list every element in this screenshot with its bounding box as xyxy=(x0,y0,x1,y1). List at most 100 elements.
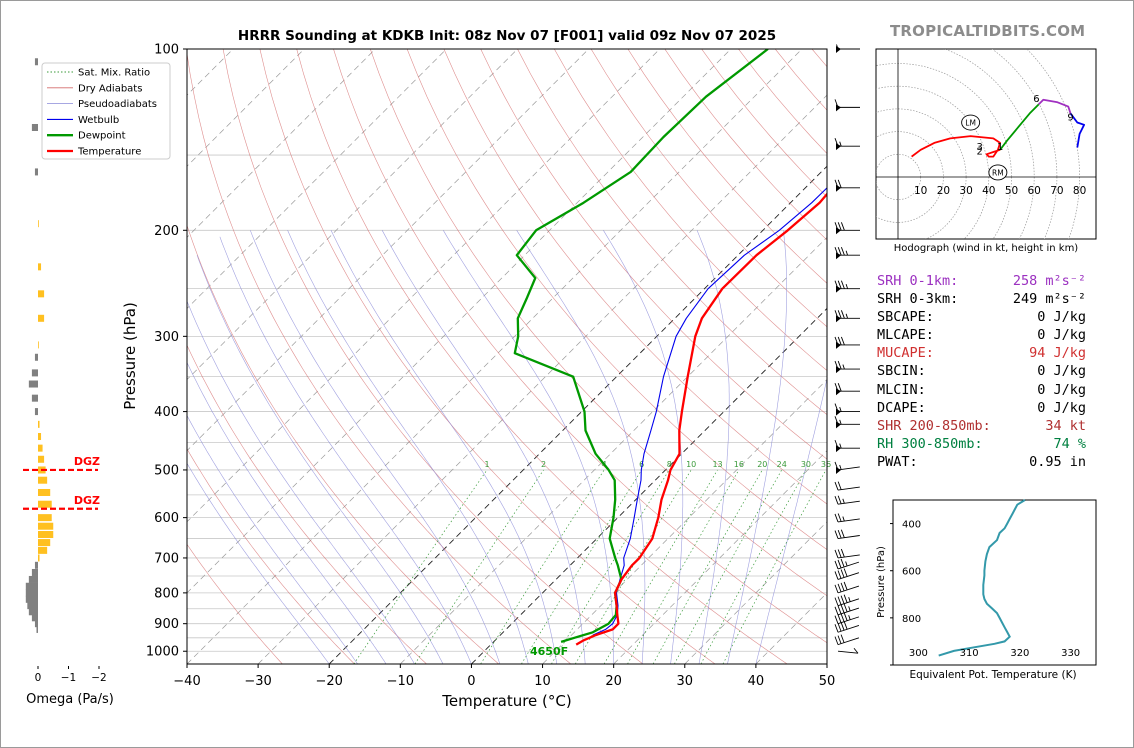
omega-bar xyxy=(38,433,42,441)
omega-bar xyxy=(31,369,38,377)
storm-motion-marker xyxy=(988,164,1008,181)
legend-entry: Pseudoadiabats xyxy=(78,99,157,110)
parameter-value: 0 J/kg xyxy=(1037,363,1086,380)
isotherm xyxy=(328,165,827,664)
barb-staff xyxy=(837,637,860,646)
wind-barb xyxy=(834,222,860,235)
barb-feather xyxy=(837,596,842,605)
mixing-ratio-line xyxy=(574,469,692,664)
dry-adiabat xyxy=(517,49,827,415)
parameter-row: SRH 0-1km: 258 m²s⁻² xyxy=(876,272,1096,290)
barb-flag xyxy=(836,104,841,112)
hodograph-ring-label: 40 xyxy=(982,185,995,197)
mixing-ratio-labels: 1 2 4 6 8 10 13 16 20 24 30 36 xyxy=(485,460,832,469)
barb-feather xyxy=(837,179,842,188)
barb-feather xyxy=(837,247,842,256)
omega-bar xyxy=(25,595,38,603)
mixing-ratio-label: 16 xyxy=(734,460,744,469)
wind-barb xyxy=(834,481,860,491)
barb-feather xyxy=(843,568,848,577)
y-tick-label: 800 xyxy=(154,586,179,601)
isotherm xyxy=(187,49,518,381)
mixing-ratio-label: 36 xyxy=(821,460,831,469)
isotherm xyxy=(257,94,827,664)
omega-bar xyxy=(38,546,48,554)
storm-motion-label: RM xyxy=(992,168,1004,177)
parameter-row: RH 300-850mb: 74 % xyxy=(876,435,1096,453)
barb-feather xyxy=(843,612,848,621)
temperature-line xyxy=(575,192,827,646)
parameter-table: SRH 0-1km: 258 m²s⁻² SRH 0-3km: 249 m²s⁻² SB… xyxy=(876,272,1096,471)
barb-feather xyxy=(834,496,839,505)
pseudoadiabat xyxy=(219,236,472,664)
wind-barb xyxy=(834,360,860,374)
dgz-label: DGZ xyxy=(74,455,100,468)
barb-staff xyxy=(837,486,860,491)
theta-e-profile: 300 310 320 330 400 600 800 xyxy=(890,499,1080,666)
mixing-ratio-line xyxy=(700,469,807,664)
legend-entry: Temperature xyxy=(77,147,141,158)
dry-adiabat xyxy=(370,49,827,597)
parameter-label: DCAPE: xyxy=(877,399,926,416)
wind-barb xyxy=(834,383,860,396)
y-tick-label: 200 xyxy=(154,224,179,239)
parameter-label: SBCAPE: xyxy=(877,309,934,326)
barb-staff xyxy=(837,625,860,633)
parameter-row: SHR 200-850mb: 34 kt xyxy=(876,417,1096,435)
pseudoadiabat xyxy=(187,462,330,664)
mixing-ratio-line xyxy=(414,469,544,664)
x-tick-label: −40 xyxy=(173,674,200,689)
hodograph-height-label: 1 xyxy=(997,142,1003,153)
mixing-ratio-line xyxy=(353,469,488,664)
omega-bar xyxy=(38,455,45,463)
isotherm xyxy=(471,307,827,664)
barb-feather xyxy=(837,559,842,569)
barb-staff xyxy=(837,650,859,654)
dewpoint-line xyxy=(513,49,769,643)
pseudoadiabat xyxy=(187,361,387,664)
omega-bar xyxy=(38,514,52,522)
hodograph-segment xyxy=(911,135,1001,158)
mixing-ratio-line xyxy=(480,469,605,664)
mixing-ratio-label: 20 xyxy=(757,460,767,469)
parameter-label: SHR 200-850mb: xyxy=(877,417,991,434)
parameter-row: DCAPE: 0 J/kg xyxy=(876,399,1096,417)
pseudoadiabat xyxy=(381,230,586,664)
parameter-value: 0 J/kg xyxy=(1037,399,1086,416)
dry-adiabat xyxy=(443,49,827,505)
barb-feather xyxy=(837,635,842,644)
hodograph-height-label: 9 xyxy=(1067,112,1073,123)
barb-flag xyxy=(836,388,841,396)
barb-feather xyxy=(840,634,845,643)
barb-feather xyxy=(837,280,842,289)
wind-barb xyxy=(834,513,860,523)
theta-e-y-tick-label: 600 xyxy=(902,567,921,578)
omega-tick-label: −1 xyxy=(61,672,76,684)
omega-bar xyxy=(34,58,38,66)
barb-feather xyxy=(837,614,842,623)
barb-feather xyxy=(853,647,859,654)
barb-feather xyxy=(837,529,842,539)
omega-bar xyxy=(38,444,43,452)
x-tick-label: −30 xyxy=(244,674,271,689)
barb-feather xyxy=(837,481,842,490)
parameter-value: 34 kt xyxy=(1045,417,1086,434)
site-credit: TROPICALTIDBITS.COM xyxy=(890,22,1086,40)
mixing-ratio-label: 10 xyxy=(686,460,696,469)
barb-feather xyxy=(839,419,842,425)
omega-bar xyxy=(38,539,51,547)
dry-adiabat xyxy=(187,448,355,664)
parameter-label: SRH 0-3km: xyxy=(877,291,959,308)
wind-barb xyxy=(834,548,860,559)
isotherm xyxy=(187,49,376,238)
wetbulb-line xyxy=(592,187,827,636)
barb-feather xyxy=(843,581,848,591)
omega-bar xyxy=(28,608,38,616)
hodograph-ring-label: 50 xyxy=(1005,185,1018,197)
barb-flag xyxy=(836,252,841,260)
parameter-row: PWAT: 0.95 in xyxy=(876,453,1096,471)
hodograph-area xyxy=(875,48,1097,240)
mixing-ratio-label: 13 xyxy=(712,460,722,469)
wind-barb xyxy=(834,439,860,453)
dry-adiabat xyxy=(480,49,827,460)
